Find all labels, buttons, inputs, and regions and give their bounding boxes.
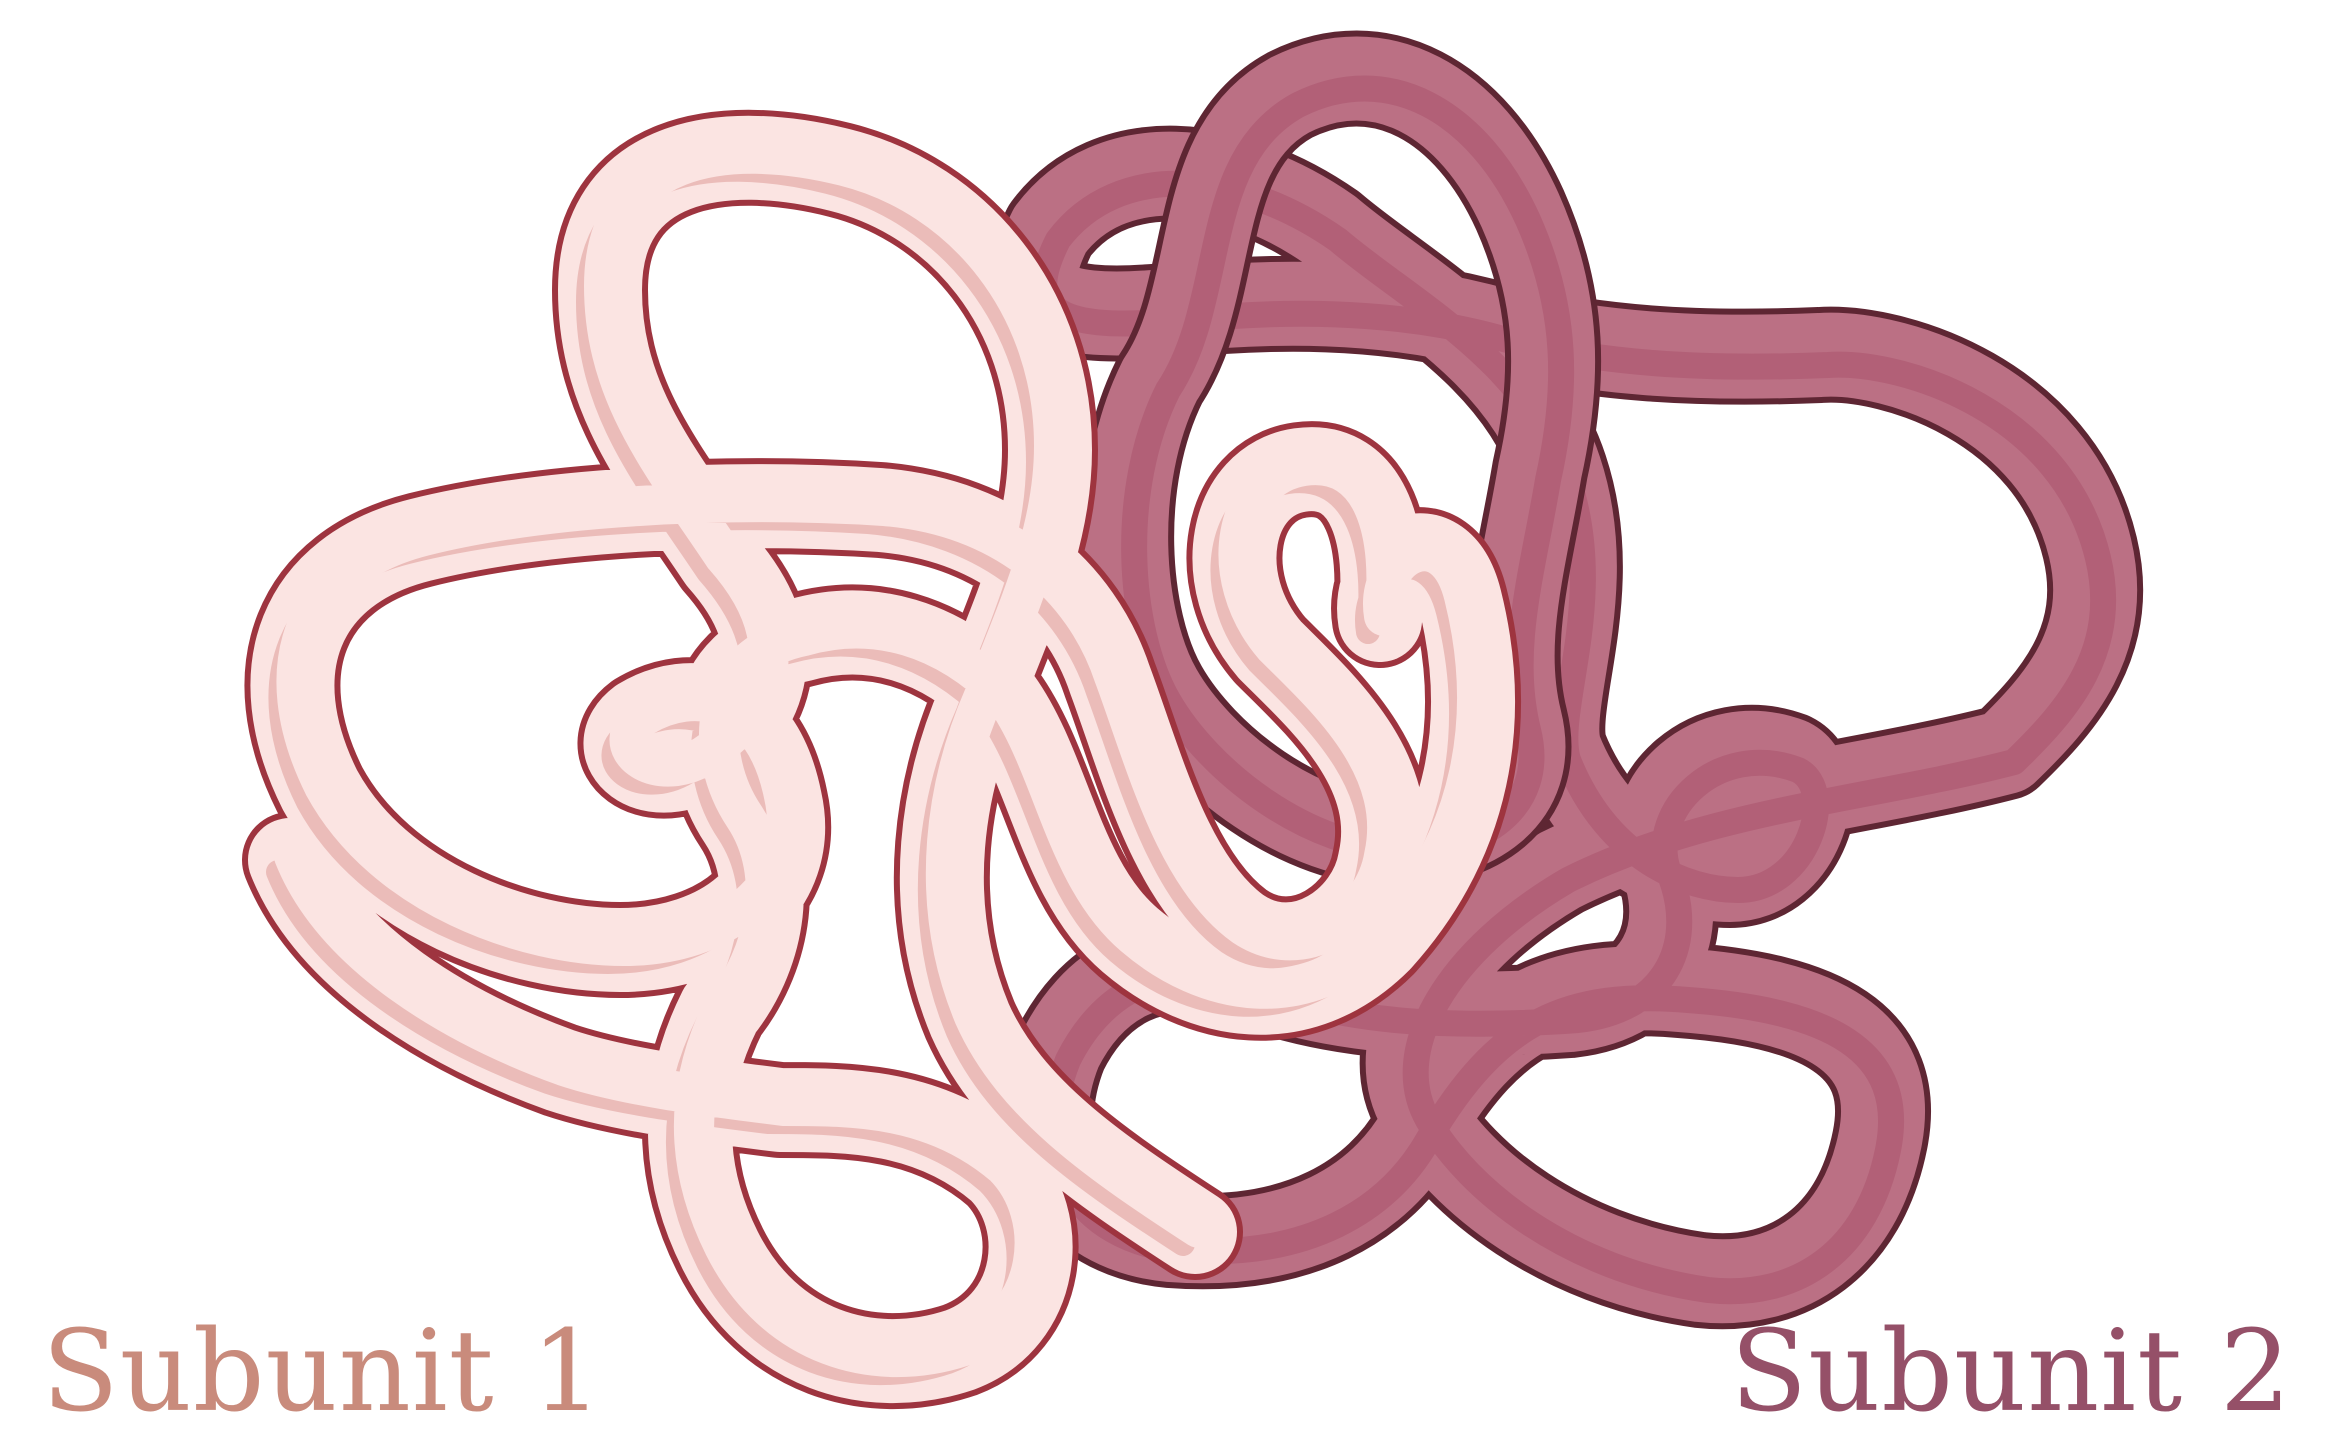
subunit-1-label: Subunit 1 [42,1307,604,1437]
subunit-2-coil [1036,79,2103,1292]
subunit-2-label: Subunit 2 [1730,1307,2292,1437]
